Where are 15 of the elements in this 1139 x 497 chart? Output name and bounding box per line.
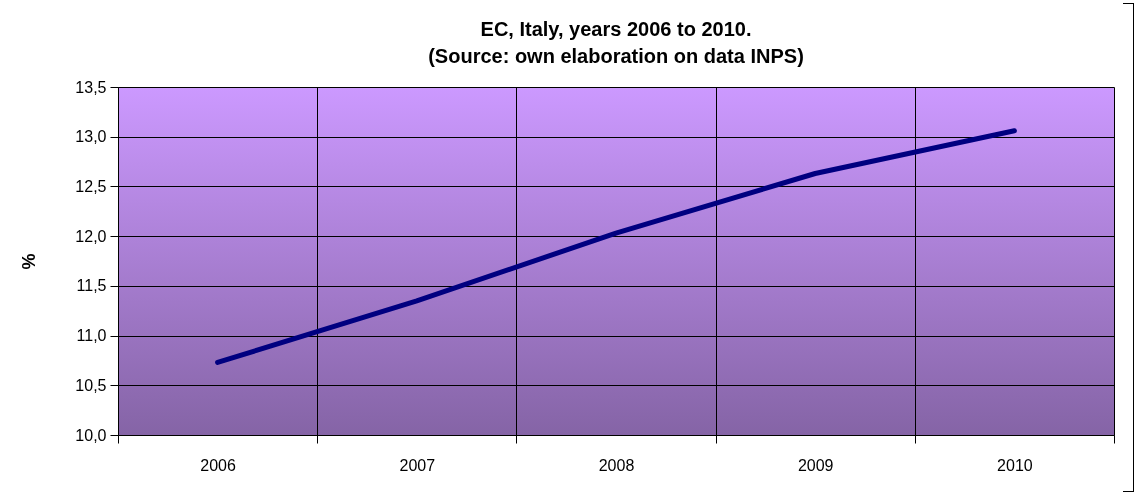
chart-title: EC, Italy, years 2006 to 2010. (Source: own elaboration on data INPS)	[428, 18, 804, 67]
x-tick-label: 2008	[598, 456, 635, 474]
y-tick-label: 12,0	[75, 227, 107, 245]
y-tick-label: 10,5	[75, 376, 107, 394]
y-tick-label: 13,0	[75, 128, 107, 146]
y-tick-label: 12,5	[75, 177, 107, 195]
x-tick-label: 2006	[200, 456, 236, 474]
y-axis-title: %	[19, 253, 40, 270]
x-tick-label: 2007	[399, 456, 436, 474]
y-tick-label: 13,5	[75, 78, 107, 96]
x-tick-label: 2010	[997, 456, 1033, 474]
y-tick-label: 10,0	[75, 426, 107, 444]
y-tick-label: 11,0	[76, 327, 107, 345]
y-tick-label: 11,5	[76, 277, 107, 295]
x-tick-label: 2009	[797, 456, 834, 474]
